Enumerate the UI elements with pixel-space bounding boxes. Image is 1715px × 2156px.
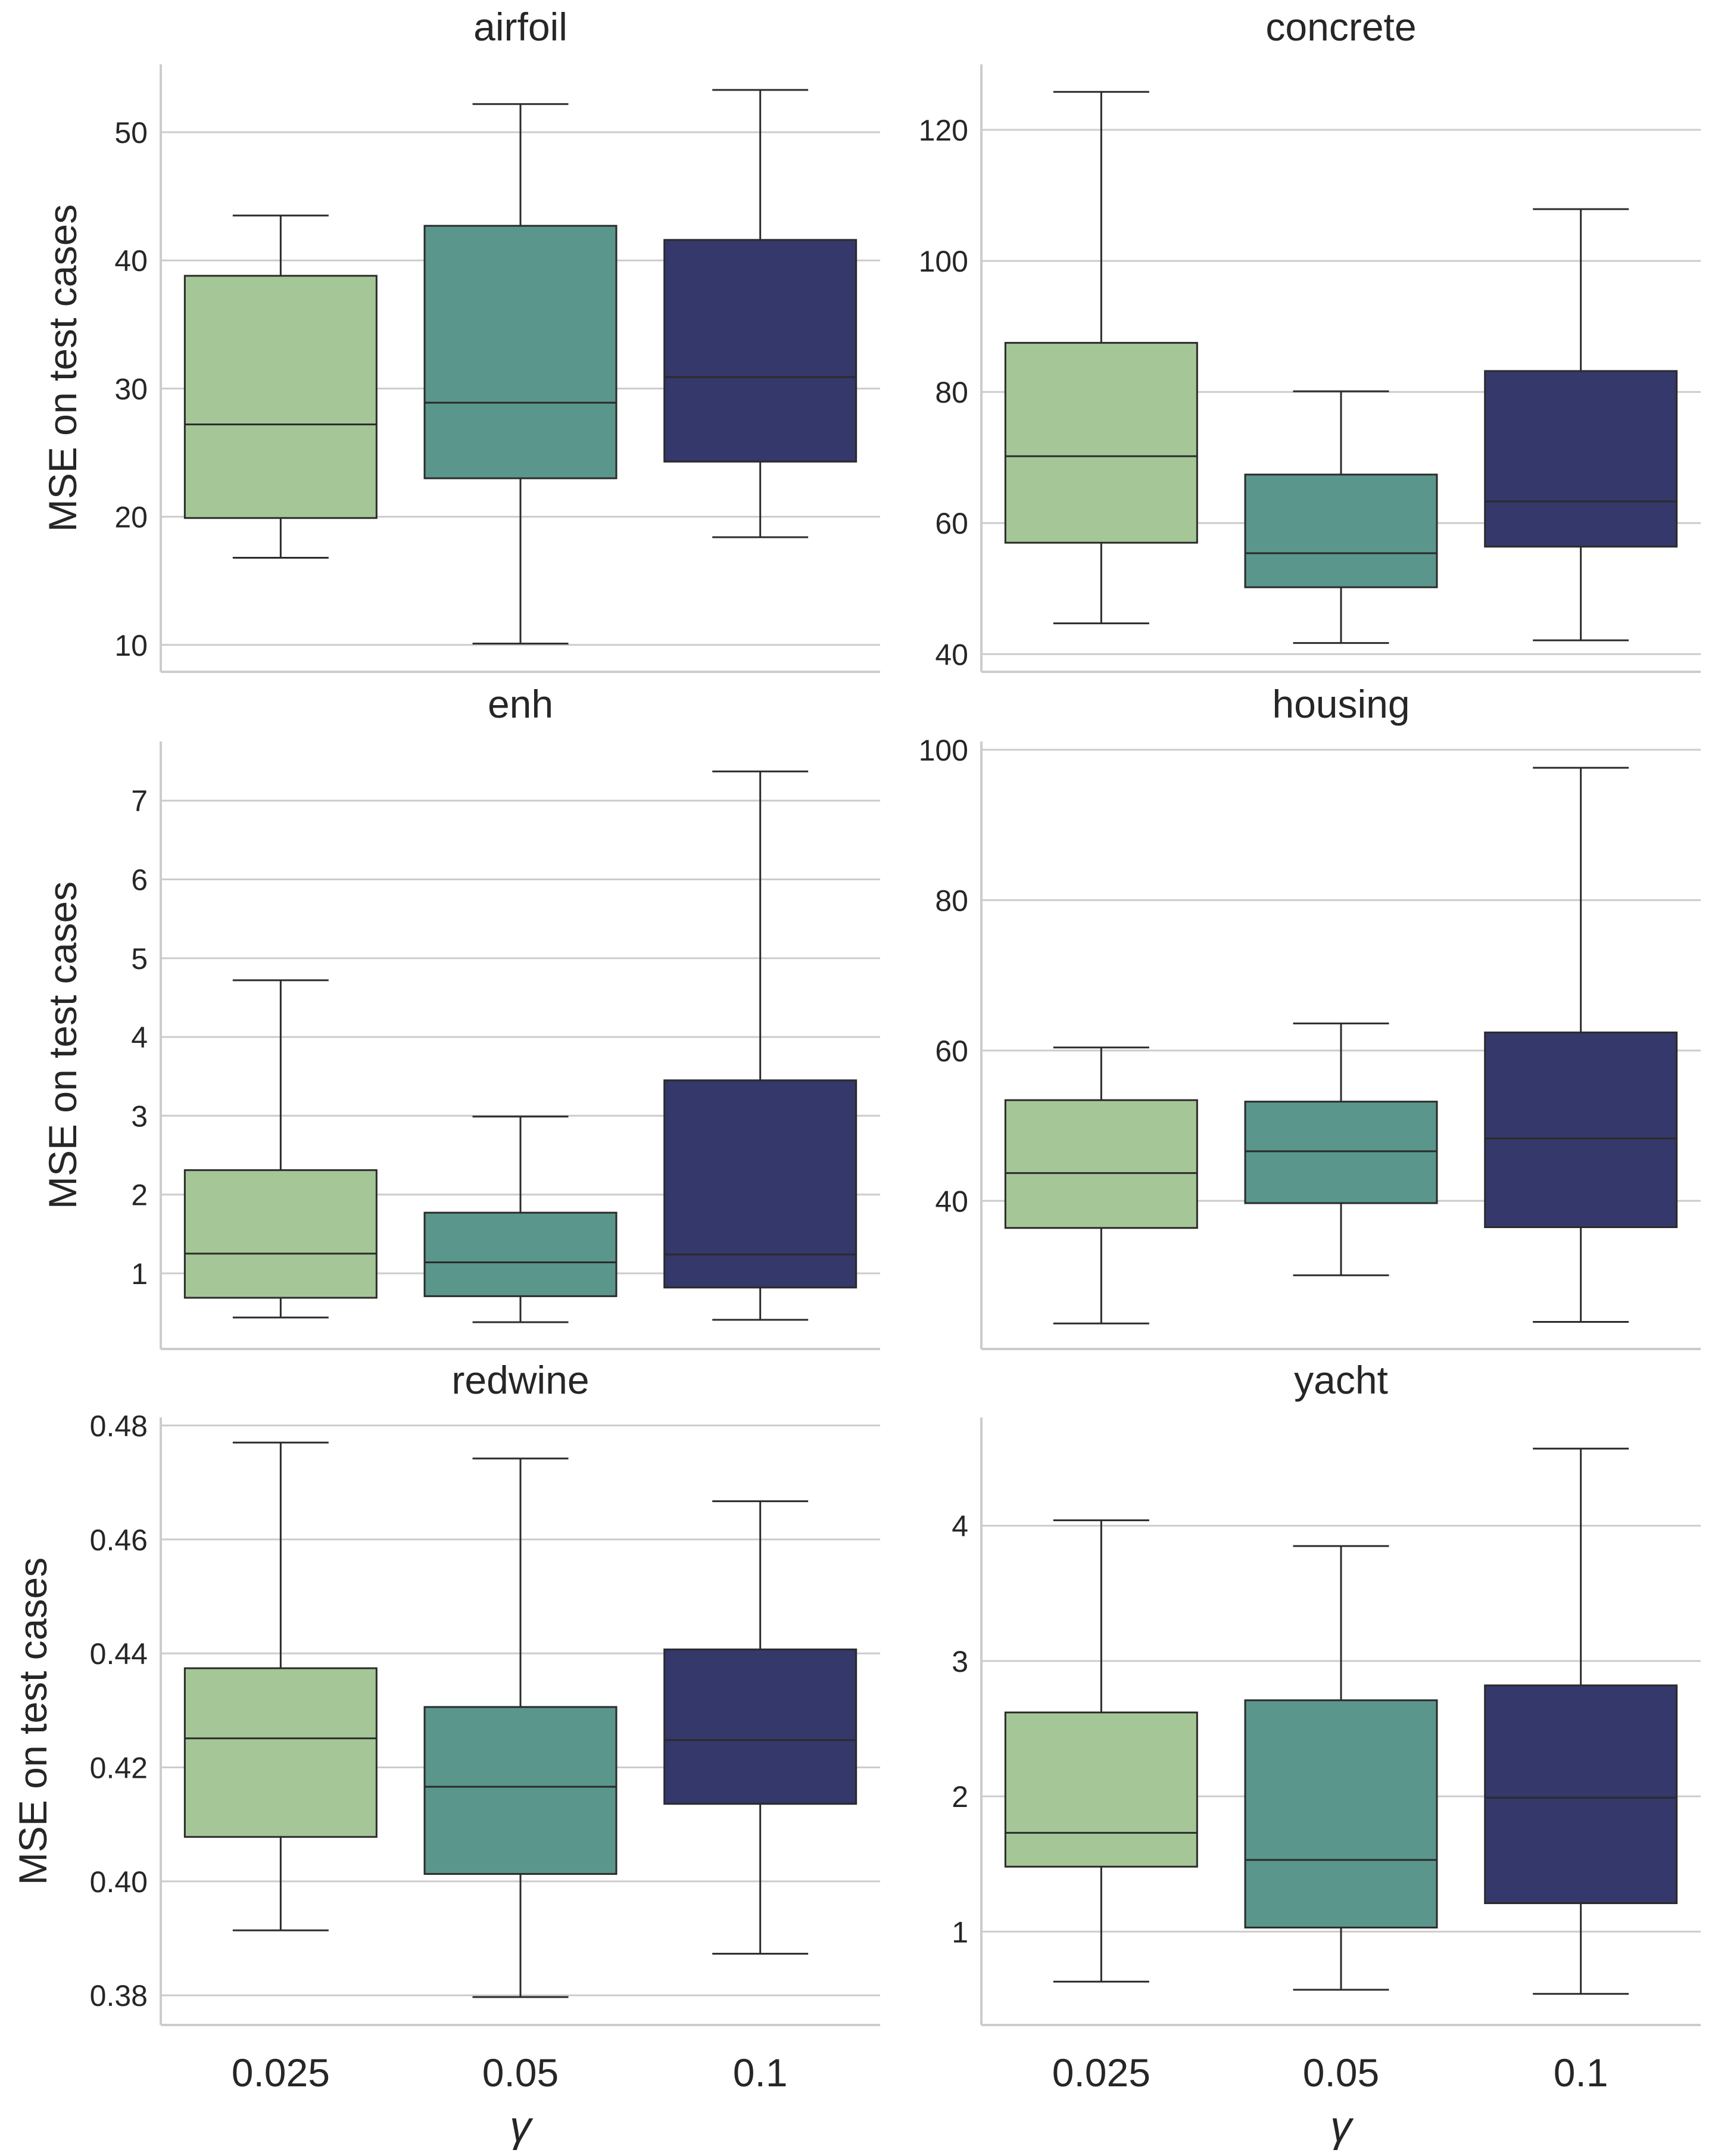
y-axis-label: MSE on test cases <box>40 881 85 1209</box>
box-0.025 <box>1004 1046 1198 1325</box>
iqr-box <box>183 1169 378 1299</box>
panel-title: redwine <box>451 1358 589 1402</box>
y-tick-label: 3 <box>952 1645 968 1678</box>
x-tick-label: 0.05 <box>1303 2051 1379 2095</box>
y-tick-label: 4 <box>131 1021 148 1054</box>
box-0.05 <box>423 103 618 645</box>
iqr-box <box>1484 1684 1678 1905</box>
iqr-box <box>423 1706 618 1875</box>
iqr-box <box>1244 1101 1438 1204</box>
y-tick-label: 6 <box>131 864 148 897</box>
y-tick-label: 60 <box>935 1035 968 1068</box>
y-tick-label: 120 <box>919 114 968 147</box>
iqr-box <box>1004 1711 1198 1868</box>
iqr-box <box>1244 473 1438 588</box>
box-0.1 <box>1484 767 1678 1323</box>
y-tick-label: 1 <box>131 1257 148 1291</box>
panel-enh: 1 2 3 4 5 6 7 enh MSE on test cases <box>40 682 880 1350</box>
x-axis-label: γ <box>1330 2103 1354 2151</box>
y-tick-label: 0.46 <box>90 1523 148 1557</box>
box-0.025 <box>183 214 378 559</box>
y-tick-label: 2 <box>952 1780 968 1814</box>
panel-redwine: 0.38 0.40 0.42 0.44 0.46 0.48 redwine MSE on te… <box>11 1358 880 2151</box>
iqr-box <box>1004 342 1198 544</box>
y-tick-label: 60 <box>935 507 968 540</box>
y-tick-label: 1 <box>952 1915 968 1949</box>
box-0.05 <box>1244 390 1438 644</box>
box-0.05 <box>423 1457 618 1998</box>
y-tick-label: 3 <box>131 1099 148 1133</box>
iqr-box <box>423 225 618 479</box>
box-0.025 <box>183 979 378 1319</box>
y-tick-label: 7 <box>131 784 148 818</box>
panel-title: airfoil <box>473 5 567 49</box>
y-tick-label: 40 <box>935 1185 968 1218</box>
panel-housing: 40 60 80 100 housing <box>919 682 1701 1350</box>
y-tick-label: 80 <box>935 376 968 409</box>
y-tick-label: 0.40 <box>90 1865 148 1899</box>
y-tick-label: 100 <box>919 245 968 278</box>
y-axis-label: MSE on test cases <box>11 1557 55 1885</box>
box-0.05 <box>423 1116 618 1323</box>
y-tick-label: 2 <box>131 1179 148 1212</box>
iqr-box <box>1004 1099 1198 1229</box>
y-tick-label: 100 <box>919 734 968 767</box>
x-tick-label: 0.025 <box>1052 2051 1150 2095</box>
box-0.1 <box>1484 208 1678 641</box>
y-tick-label: 0.38 <box>90 1979 148 2012</box>
iqr-box <box>663 1648 858 1805</box>
iqr-box <box>183 275 378 519</box>
panel-airfoil: 10 20 30 40 50 airfoil MSE on test cases <box>40 5 880 673</box>
box-0.05 <box>1244 1545 1438 1991</box>
y-tick-label: 0.48 <box>90 1409 148 1442</box>
box-0.1 <box>663 770 858 1321</box>
y-tick-label: 80 <box>935 884 968 917</box>
x-axis-label: γ <box>510 2103 534 2151</box>
iqr-box <box>1484 370 1678 548</box>
iqr-box <box>1484 1032 1678 1228</box>
y-tick-label: 20 <box>114 501 148 534</box>
iqr-box <box>423 1211 618 1297</box>
box-0.1 <box>663 1500 858 1955</box>
iqr-box <box>663 1079 858 1289</box>
box-0.05 <box>1244 1022 1438 1276</box>
iqr-box <box>183 1667 378 1838</box>
box-0.1 <box>663 89 858 538</box>
panel-concrete: 40 60 80 100 120 concrete <box>919 5 1701 673</box>
y-axis-label: MSE on test cases <box>40 204 85 532</box>
panel-title: enh <box>488 682 553 726</box>
y-tick-label: 0.42 <box>90 1752 148 1785</box>
y-tick-label: 30 <box>114 372 148 406</box>
x-tick-label: 0.025 <box>232 2051 330 2095</box>
box-0.025 <box>1004 1519 1198 1983</box>
y-tick-label: 0.44 <box>90 1637 148 1671</box>
box-0.025 <box>1004 91 1198 625</box>
panel-title: concrete <box>1265 5 1416 49</box>
x-tick-label: 0.05 <box>482 2051 559 2095</box>
y-tick-label: 5 <box>131 942 148 976</box>
iqr-box <box>663 239 858 463</box>
y-tick-label: 4 <box>952 1510 968 1543</box>
y-tick-label: 10 <box>114 629 148 662</box>
panel-yacht: 1 2 3 4 yacht 0.025 0.05 0.1 γ <box>952 1358 1701 2151</box>
box-0.025 <box>183 1441 378 1931</box>
panel-title: housing <box>1272 682 1410 726</box>
x-tick-label: 0.1 <box>1554 2051 1608 2095</box>
iqr-box <box>1244 1699 1438 1928</box>
y-tick-label: 50 <box>114 116 148 149</box>
y-tick-label: 40 <box>935 638 968 671</box>
panel-title: yacht <box>1294 1358 1388 1402</box>
box-0.1 <box>1484 1447 1678 1995</box>
x-tick-label: 0.1 <box>733 2051 788 2095</box>
y-tick-label: 40 <box>114 244 148 278</box>
